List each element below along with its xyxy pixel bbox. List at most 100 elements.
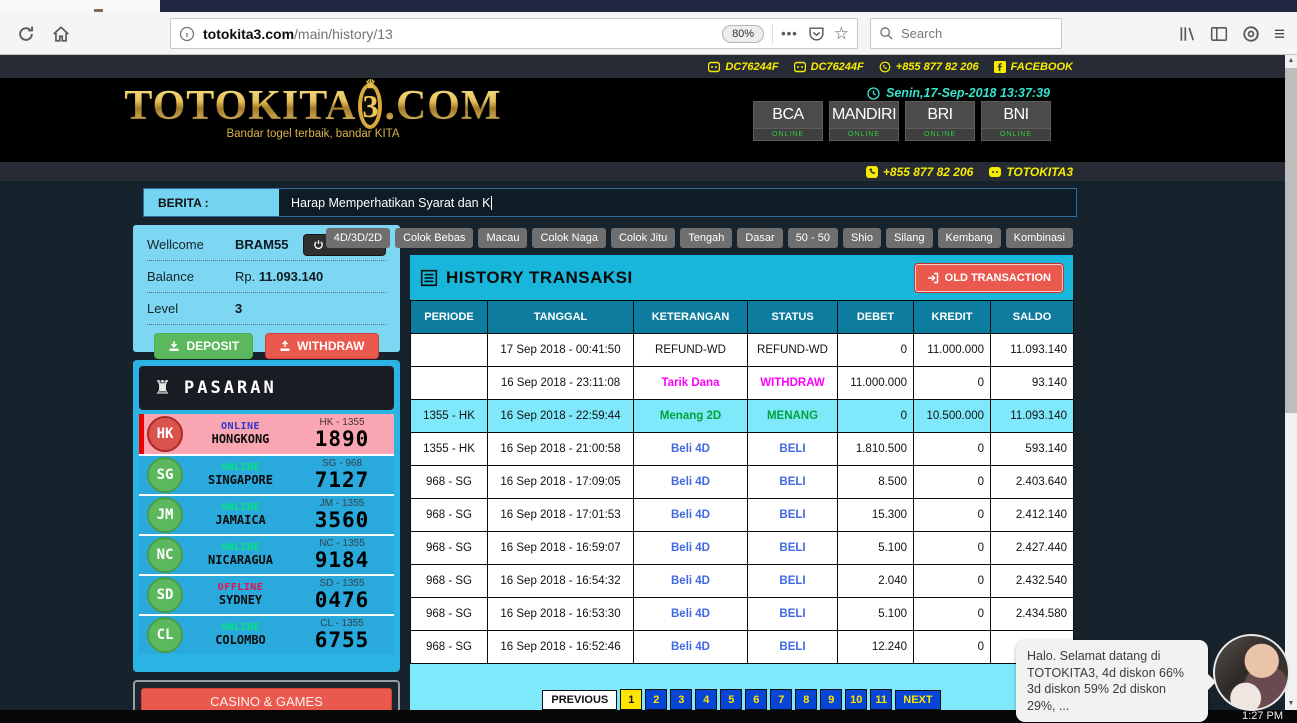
cell-kredit: 0 bbox=[913, 366, 991, 400]
cell-keterangan: Beli 4D bbox=[633, 432, 748, 466]
balance-row: Balance Rp. 11.093.140 bbox=[147, 261, 386, 293]
cell-periode: 968 - SG bbox=[410, 465, 488, 499]
site-logo[interactable]: TOTOKITA ♛ 3 .COM Bandar togel terbaik, b… bbox=[124, 77, 500, 140]
bank-bni-button[interactable]: BNI ONLINE bbox=[981, 101, 1051, 141]
market-draw: SD - 1355 bbox=[319, 577, 365, 589]
bookmark-star-icon[interactable]: ☆ bbox=[833, 24, 849, 43]
bet-tab-9[interactable]: Silang bbox=[885, 228, 933, 248]
cell-debet: 5.100 bbox=[837, 531, 914, 565]
bet-tab-6[interactable]: Dasar bbox=[737, 228, 783, 248]
welcome-label: Wellcome bbox=[147, 237, 204, 252]
market-nc[interactable]: NC ONLINE NICARAGUA NC - 1355 9184 bbox=[139, 534, 394, 574]
home-icon[interactable] bbox=[52, 25, 70, 43]
page-button-6[interactable]: 6 bbox=[745, 689, 768, 710]
bet-tab-5[interactable]: Tengah bbox=[680, 228, 733, 248]
page-button-11[interactable]: 11 bbox=[870, 689, 893, 710]
cell-saldo: 2.403.640 bbox=[990, 465, 1074, 499]
page-button-10[interactable]: 10 bbox=[845, 689, 868, 710]
bet-tab-11[interactable]: Kombinasi bbox=[1005, 228, 1073, 248]
library-icon[interactable] bbox=[1178, 25, 1196, 43]
bbm-channel[interactable]: TOTOKITA3 bbox=[989, 165, 1073, 179]
market-sd[interactable]: SD OFFLINE SYDNEY SD - 1355 0476 bbox=[139, 574, 394, 614]
menu-icon[interactable]: ≡ bbox=[1274, 24, 1286, 45]
news-ticker: BERITA : Harap Memperhatikan Syarat dan … bbox=[143, 188, 1077, 217]
site-info-icon[interactable] bbox=[179, 26, 195, 42]
market-code-badge: JM bbox=[147, 497, 183, 533]
bank-bri-button[interactable]: BRI ONLINE bbox=[905, 101, 975, 141]
whatsapp-contact[interactable]: +855 877 82 206 bbox=[879, 61, 979, 73]
page-button-2[interactable]: 2 bbox=[645, 689, 668, 710]
table-row: 16 Sep 2018 - 23:11:08 Tarik Dana WITHDR… bbox=[410, 366, 1074, 400]
url-path: /main/history/13 bbox=[294, 25, 393, 42]
facebook-contact[interactable]: FACEBOOK bbox=[993, 60, 1073, 73]
market-hk[interactable]: HK ONLINE HONGKONG HK - 1355 1890 bbox=[139, 414, 394, 454]
market-draw: JM - 1355 bbox=[319, 497, 365, 509]
page-scrollbar[interactable]: ▲ ▼ bbox=[1285, 55, 1297, 710]
bet-tab-1[interactable]: Colok Bebas bbox=[395, 228, 474, 248]
table-row: 17 Sep 2018 - 00:41:50 REFUND-WD REFUND-… bbox=[410, 333, 1074, 367]
pasaran-list: HK ONLINE HONGKONG HK - 1355 1890 SG ONL… bbox=[139, 414, 394, 654]
market-cl[interactable]: CL ONLINE COLOMBO CL - 1355 6755 bbox=[139, 614, 394, 654]
chat-avatar[interactable] bbox=[1213, 634, 1290, 711]
market-draw: HK - 1355 bbox=[319, 416, 365, 428]
bet-tab-0[interactable]: 4D/3D/2D bbox=[325, 228, 391, 248]
page-actions-icon[interactable]: ••• bbox=[781, 26, 798, 41]
bbm-pin-2[interactable]: DC76244F bbox=[793, 61, 864, 73]
sidebar-toggle-icon[interactable] bbox=[1210, 25, 1228, 43]
page-button-1[interactable]: 1 bbox=[620, 689, 643, 710]
scroll-down-icon[interactable]: ▼ bbox=[1287, 700, 1295, 707]
cell-saldo: 2.434.580 bbox=[990, 597, 1074, 631]
bottom-bar: 1:27 PM bbox=[0, 710, 1297, 723]
market-jm[interactable]: JM ONLINE JAMAICA JM - 1355 3560 bbox=[139, 494, 394, 534]
market-name: SYDNEY bbox=[218, 592, 263, 607]
market-sg[interactable]: SG ONLINE SINGAPORE SG - 968 7127 bbox=[139, 454, 394, 494]
bet-tab-8[interactable]: Shio bbox=[842, 228, 881, 248]
page-button-3[interactable]: 3 bbox=[670, 689, 693, 710]
clock-icon bbox=[867, 86, 880, 100]
page-button-4[interactable]: 4 bbox=[695, 689, 718, 710]
cell-periode: 968 - SG bbox=[410, 597, 488, 631]
bet-tab-7[interactable]: 50 - 50 bbox=[787, 228, 838, 248]
bet-tab-2[interactable]: Macau bbox=[478, 228, 528, 248]
level-label: Level bbox=[147, 301, 179, 316]
bet-tab-4[interactable]: Colok Jitu bbox=[610, 228, 676, 248]
pocket-icon[interactable] bbox=[808, 25, 825, 42]
bbm-pin-1[interactable]: DC76244F bbox=[708, 61, 779, 73]
phone-contact[interactable]: +855 877 82 206 bbox=[865, 165, 973, 179]
bank-mandiri-button[interactable]: MANDIRI ONLINE bbox=[829, 101, 899, 141]
url-bar[interactable]: totokita3.com/main/history/13 80% ••• ☆ bbox=[170, 18, 858, 49]
withdraw-button[interactable]: WITHDRAW bbox=[265, 333, 379, 359]
table-row: 968 - SG 16 Sep 2018 - 17:01:53 Beli 4D … bbox=[410, 498, 1074, 532]
page-button-5[interactable]: 5 bbox=[720, 689, 743, 710]
bank-status: ONLINE bbox=[830, 128, 898, 140]
cell-status: MENANG bbox=[747, 399, 838, 433]
casino-games-button[interactable]: CASINO & GAMES bbox=[141, 688, 392, 714]
system-clock: 1:27 PM bbox=[1242, 710, 1283, 722]
page-button-9[interactable]: 9 bbox=[820, 689, 843, 710]
previous-button[interactable]: PREVIOUS bbox=[542, 689, 618, 710]
scroll-up-icon[interactable]: ▲ bbox=[1287, 57, 1295, 64]
bet-tab-3[interactable]: Colok Naga bbox=[532, 228, 606, 248]
market-status: ONLINE bbox=[220, 462, 261, 474]
list-icon bbox=[420, 269, 438, 286]
old-transaction-button[interactable]: OLD TRANSACTION bbox=[913, 262, 1065, 293]
pasaran-panel: ♜ PASARAN HK ONLINE HONGKONG HK - 1355 1… bbox=[133, 360, 400, 672]
bank-bca-button[interactable]: BCA ONLINE bbox=[753, 101, 823, 141]
page-button-7[interactable]: 7 bbox=[770, 689, 793, 710]
next-button[interactable]: NEXT bbox=[895, 689, 941, 710]
chat-bubble[interactable]: Halo. Selamat datang di TOTOKITA3, 4d di… bbox=[1016, 640, 1216, 722]
table-row: 968 - SG 16 Sep 2018 - 16:54:32 Beli 4D … bbox=[410, 564, 1074, 598]
reload-icon[interactable] bbox=[17, 25, 35, 43]
scrollbar-thumb[interactable] bbox=[1285, 68, 1297, 413]
page-button-8[interactable]: 8 bbox=[795, 689, 818, 710]
cell-tanggal: 16 Sep 2018 - 22:59:44 bbox=[487, 399, 634, 433]
zoom-level-badge[interactable]: 80% bbox=[722, 24, 765, 43]
deposit-button[interactable]: DEPOSIT bbox=[154, 333, 254, 359]
balance-value: Rp. 11.093.140 bbox=[235, 269, 324, 284]
search-bar[interactable] bbox=[870, 18, 1062, 49]
search-input[interactable] bbox=[901, 26, 1021, 41]
bet-tab-10[interactable]: Kembang bbox=[937, 228, 1001, 248]
news-text: Harap Memperhatikan Syarat dan K bbox=[291, 195, 493, 210]
extension-icon[interactable] bbox=[1242, 25, 1260, 43]
sign-in-icon bbox=[927, 272, 938, 283]
